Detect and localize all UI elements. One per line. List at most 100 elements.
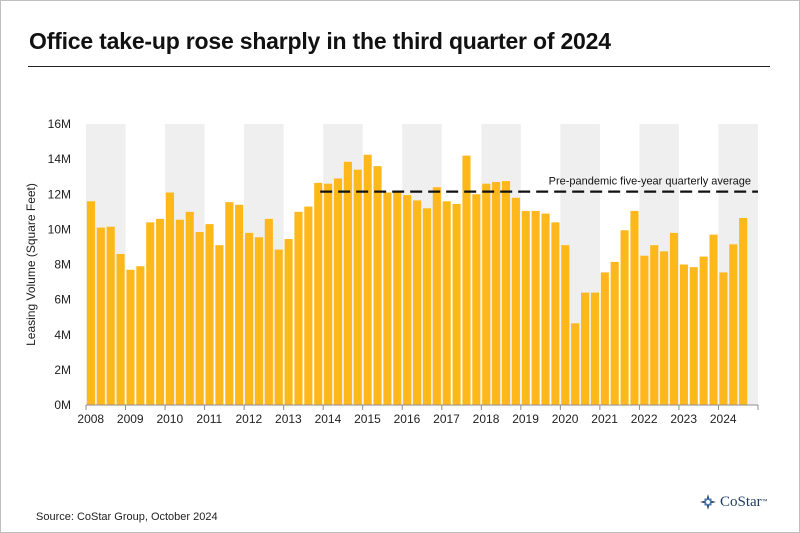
x-tick-label: 2020 xyxy=(552,412,579,426)
bar xyxy=(205,224,214,405)
bar xyxy=(165,192,175,405)
bar xyxy=(413,200,422,405)
x-tick-label: 2011 xyxy=(196,412,222,426)
bar xyxy=(650,245,659,405)
bar xyxy=(324,183,333,405)
bar xyxy=(571,323,580,405)
bar xyxy=(294,211,303,405)
bar xyxy=(679,264,688,405)
bar xyxy=(314,182,323,405)
bar xyxy=(581,292,590,405)
bar xyxy=(422,208,431,405)
x-tick-label: 2014 xyxy=(315,412,342,426)
bar xyxy=(521,210,530,405)
bar xyxy=(630,210,639,405)
bar xyxy=(403,195,412,405)
bar xyxy=(551,222,560,405)
y-tick-label: 10M xyxy=(48,222,71,236)
bar xyxy=(452,203,461,405)
bar xyxy=(511,197,520,405)
bar xyxy=(96,227,105,405)
bar xyxy=(146,222,155,405)
bar xyxy=(640,255,649,405)
logo-trademark: ™ xyxy=(761,499,768,505)
title-divider xyxy=(28,66,770,67)
bar xyxy=(116,253,125,405)
y-tick-label: 4M xyxy=(54,328,71,342)
costar-star-icon xyxy=(700,494,716,510)
bar xyxy=(274,249,283,405)
x-tick-label: 2016 xyxy=(394,412,421,426)
y-axis-label: Leasing Volume (Square Feet) xyxy=(24,183,38,346)
chart-title: Office take-up rose sharply in the third… xyxy=(29,28,611,54)
bar xyxy=(185,211,194,405)
x-tick-label: 2008 xyxy=(77,412,104,426)
bar xyxy=(729,244,738,405)
bar xyxy=(106,226,115,405)
bar xyxy=(284,239,293,405)
x-tick-label: 2019 xyxy=(512,412,539,426)
x-tick-label: 2017 xyxy=(433,412,460,426)
bar xyxy=(699,256,708,405)
bar xyxy=(245,232,254,405)
bar xyxy=(442,201,451,405)
bar xyxy=(590,292,599,405)
bar xyxy=(462,155,471,405)
bar xyxy=(383,192,392,405)
y-tick-label: 12M xyxy=(48,187,71,201)
bar xyxy=(254,237,263,405)
y-tick-label: 16M xyxy=(48,117,71,131)
x-tick-label: 2023 xyxy=(670,412,697,426)
bar xyxy=(719,272,728,405)
x-tick-label: 2013 xyxy=(275,412,302,426)
bar xyxy=(225,202,234,405)
bar xyxy=(373,166,382,405)
x-tick-label: 2022 xyxy=(631,412,658,426)
bar xyxy=(472,194,481,405)
average-line-group: Pre-pandemic five-year quarterly average xyxy=(320,176,758,193)
bar xyxy=(689,267,698,405)
bar xyxy=(482,183,491,405)
x-tick-label: 2009 xyxy=(117,412,144,426)
bar xyxy=(432,187,441,405)
costar-logo: CoStar ™ xyxy=(699,493,768,511)
x-tick-label: 2012 xyxy=(236,412,263,426)
bar xyxy=(333,178,343,405)
bar xyxy=(393,192,402,405)
x-tick-label: 2010 xyxy=(156,412,183,426)
bar xyxy=(136,266,145,405)
y-tick-label: 8M xyxy=(54,258,71,272)
bar xyxy=(264,218,273,405)
x-tick-label: 2015 xyxy=(354,412,381,426)
bar xyxy=(501,181,511,405)
average-line-label: Pre-pandemic five-year quarterly average xyxy=(549,176,751,188)
bar xyxy=(195,232,204,405)
bar xyxy=(126,269,135,405)
bar xyxy=(739,217,748,405)
bar xyxy=(600,272,609,405)
y-tick-label: 14M xyxy=(48,152,71,166)
axes: 0M 2M 4M 6M 8M 10M 12M 14M 16M 2008 2009 2010 2011 20… xyxy=(24,117,759,426)
bar xyxy=(620,230,629,405)
bar-series xyxy=(86,154,748,405)
bar xyxy=(541,213,550,405)
bar xyxy=(235,204,244,405)
source-note: Source: CoStar Group, October 2024 xyxy=(36,511,218,523)
bar xyxy=(531,210,540,405)
bar xyxy=(561,245,570,405)
bar xyxy=(492,181,501,405)
x-tick-label: 2024 xyxy=(710,412,737,426)
bar xyxy=(86,201,95,405)
y-tick-label: 0M xyxy=(54,398,71,412)
logo-text: CoStar xyxy=(720,493,762,510)
y-tick-label: 2M xyxy=(54,363,71,377)
bar xyxy=(709,234,718,405)
bar xyxy=(660,251,669,405)
bar xyxy=(610,261,619,405)
bar xyxy=(343,161,352,405)
bar xyxy=(215,245,224,405)
x-tick-label: 2018 xyxy=(473,412,500,426)
y-tick-label: 6M xyxy=(54,293,71,307)
bar xyxy=(353,169,362,405)
